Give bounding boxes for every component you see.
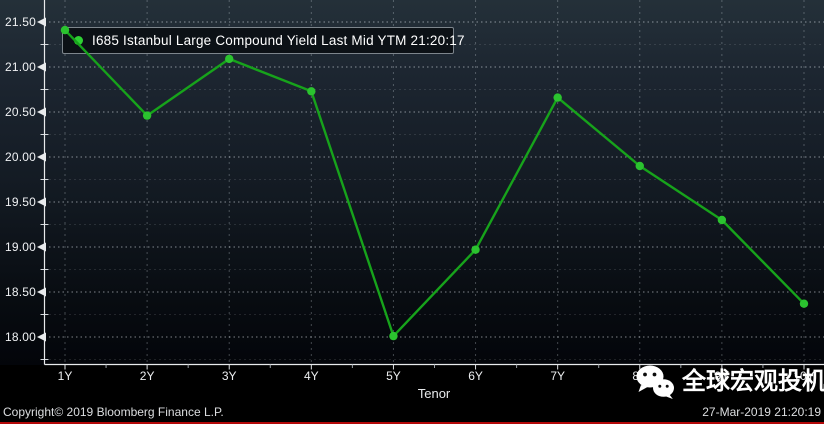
x-axis-tick-label: 9Y	[714, 369, 730, 383]
x-axis-tick-label: 1Y	[57, 369, 73, 383]
wechat-icon	[636, 365, 674, 399]
x-axis-tick-label: 7Y	[550, 369, 565, 383]
data-point-marker	[635, 161, 644, 171]
x-axis-tick-label: 4Y	[303, 369, 319, 383]
x-axis-tick-label: 2Y	[139, 369, 155, 383]
legend-marker-icon	[74, 36, 83, 45]
legend-label: I685 Istanbul Large Compound Yield Last …	[92, 33, 465, 48]
data-point-marker	[799, 299, 809, 308]
data-point-marker	[60, 25, 70, 35]
watermark: 全球宏观投机	[634, 364, 824, 400]
data-point-marker	[553, 93, 562, 102]
y-axis-tick-label: 18.00	[4, 330, 36, 344]
data-point-marker	[307, 87, 316, 96]
data-point-marker	[225, 54, 234, 64]
y-axis-tick-label: 19.50	[4, 195, 36, 209]
data-point-marker	[717, 215, 727, 225]
y-axis-labels: 21.50 21.00 20.50 20.00 19.50 19.00 18.50 18.00	[0, 0, 44, 365]
y-axis-tick-label: 20.00	[4, 150, 36, 164]
bottom-red-line	[0, 422, 824, 424]
x-axis-labels: 1Y2Y3Y4Y5Y6Y7Y8Y9Y10Y	[0, 366, 824, 383]
timestamp-text: 27-Mar-2019 21:20:19	[702, 405, 821, 419]
x-axis-tick-label: 3Y	[221, 369, 237, 383]
yield-curve-line	[64, 29, 805, 338]
y-axis-tick-label: 18.50	[4, 285, 36, 299]
x-axis-tick-label: 10Y	[793, 369, 815, 383]
x-axis-title: Tenor	[417, 386, 451, 401]
legend: I685 Istanbul Large Compound Yield Last …	[62, 27, 464, 54]
y-axis-tick-label: 19.00	[4, 240, 36, 254]
data-point-marker	[389, 331, 398, 341]
x-axis-tick-label: 6Y	[468, 369, 483, 383]
y-axis-tick-label: 20.50	[4, 105, 36, 119]
y-axis-tick-label: 21.00	[4, 60, 36, 74]
x-axis-tick-label: 5Y	[386, 369, 401, 383]
watermark-text: 全球宏观投机	[682, 368, 824, 395]
plot-background	[0, 0, 824, 365]
copyright-text: Copyright© 2019 Bloomberg Finance L.P.	[3, 405, 224, 419]
data-point-marker	[471, 245, 480, 254]
y-axis-tick-label: 21.50	[4, 15, 36, 29]
data-point-marker	[142, 111, 152, 120]
